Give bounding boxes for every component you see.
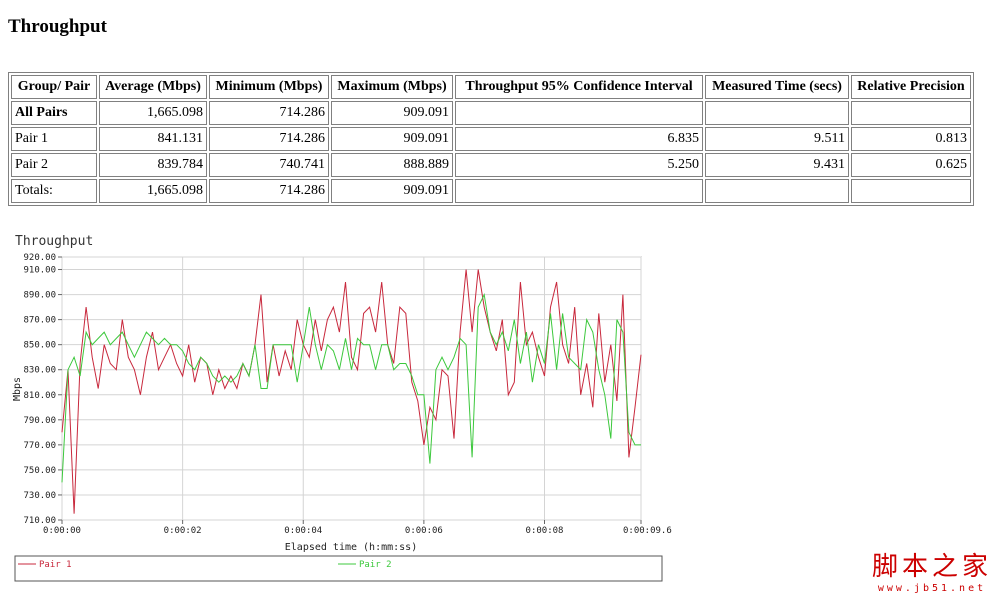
table-row: Pair 2 839.784 740.741 888.889 5.250 9.4…	[11, 153, 971, 177]
cell-measured-time	[705, 101, 849, 125]
legend-label-pair-1: Pair 1	[39, 560, 72, 570]
y-axis-label: Mbps	[12, 377, 23, 401]
cell-confidence	[455, 179, 703, 203]
page-title: Throughput	[8, 16, 107, 37]
series-lines	[61, 269, 642, 514]
cell-group: Pair 2	[11, 153, 97, 177]
cell-confidence: 6.835	[455, 127, 703, 151]
x-tick-label: 0:00:00	[43, 526, 81, 536]
cell-relative-precision: 0.625	[851, 153, 971, 177]
throughput-chart-svg: Throughput 710.00 730.00 750.00 770.00 790.0…	[12, 234, 672, 582]
col-header-average: Average (Mbps)	[99, 75, 207, 99]
y-tick-label: 770.00	[23, 441, 56, 451]
x-tick-label: 0:00:06	[405, 526, 443, 536]
col-header-minimum: Minimum (Mbps)	[209, 75, 329, 99]
col-header-confidence: Throughput 95% Confidence Interval	[455, 75, 703, 99]
y-tick-label: 750.00	[23, 466, 56, 476]
table-row: Pair 1 841.131 714.286 909.091 6.835 9.5…	[11, 127, 971, 151]
y-tick-label: 810.00	[23, 391, 56, 401]
cell-measured-time: 9.431	[705, 153, 849, 177]
cell-maximum: 888.889	[331, 153, 453, 177]
series-line-pair-2	[61, 292, 641, 483]
x-tick-label: 0:00:04	[284, 526, 322, 536]
cell-minimum: 714.286	[209, 179, 329, 203]
grid-lines	[61, 256, 642, 521]
x-tick-label: 0:00:09.6	[623, 526, 672, 536]
x-axis-ticks: 0:00:00 0:00:02 0:00:04 0:00:06 0:00:08 0:00:…	[43, 520, 672, 536]
y-tick-label: 830.00	[23, 366, 56, 376]
chart-title: Throughput	[15, 234, 93, 249]
cell-group: Totals:	[11, 179, 97, 203]
y-tick-label: 910.00	[23, 266, 56, 276]
cell-relative-precision: 0.813	[851, 127, 971, 151]
cell-confidence: 5.250	[455, 153, 703, 177]
x-tick-label: 0:00:02	[164, 526, 202, 536]
table-row: Totals: 1,665.098 714.286 909.091	[11, 179, 971, 203]
cell-minimum: 740.741	[209, 153, 329, 177]
y-tick-label: 850.00	[23, 341, 56, 351]
x-tick-label: 0:00:08	[526, 526, 564, 536]
legend-label-pair-2: Pair 2	[359, 560, 392, 570]
col-header-measured-time: Measured Time (secs)	[705, 75, 849, 99]
y-axis-ticks: 710.00 730.00 750.00 770.00 790.00 810.00 830.…	[23, 253, 62, 526]
cell-relative-precision	[851, 101, 971, 125]
cell-relative-precision	[851, 179, 971, 203]
cell-average: 841.131	[99, 127, 207, 151]
x-axis-label: Elapsed time (h:mm:ss)	[285, 542, 417, 553]
cell-confidence	[455, 101, 703, 125]
y-tick-label: 920.00	[23, 253, 56, 263]
y-tick-label: 790.00	[23, 416, 56, 426]
cell-group: All Pairs	[11, 101, 97, 125]
cell-measured-time	[705, 179, 849, 203]
table-header-row: Group/ Pair Average (Mbps) Minimum (Mbps…	[11, 75, 971, 99]
watermark-url: www.jb51.net	[877, 583, 987, 594]
y-tick-label: 710.00	[23, 516, 56, 526]
cell-average: 1,665.098	[99, 179, 207, 203]
col-header-group: Group/ Pair	[11, 75, 97, 99]
cell-maximum: 909.091	[331, 179, 453, 203]
col-header-maximum: Maximum (Mbps)	[331, 75, 453, 99]
cell-minimum: 714.286	[209, 127, 329, 151]
throughput-chart: Throughput 710.00 730.00 750.00 770.00 790.0…	[0, 228, 680, 593]
col-header-relative-precision: Relative Precision	[851, 75, 971, 99]
cell-average: 1,665.098	[99, 101, 207, 125]
cell-maximum: 909.091	[331, 101, 453, 125]
y-tick-label: 730.00	[23, 491, 56, 501]
cell-average: 839.784	[99, 153, 207, 177]
site-watermark: 脚本之家 www.jb51.net	[872, 546, 992, 594]
results-table: Group/ Pair Average (Mbps) Minimum (Mbps…	[8, 72, 974, 206]
y-tick-label: 890.00	[23, 291, 56, 301]
cell-group: Pair 1	[11, 127, 97, 151]
watermark-text: 脚本之家	[871, 552, 992, 582]
chart-legend	[14, 555, 663, 582]
table-row: All Pairs 1,665.098 714.286 909.091	[11, 101, 971, 125]
cell-measured-time: 9.511	[705, 127, 849, 151]
cell-maximum: 909.091	[331, 127, 453, 151]
plot-area	[61, 256, 642, 521]
cell-minimum: 714.286	[209, 101, 329, 125]
series-line-pair-1	[61, 269, 642, 514]
y-tick-label: 870.00	[23, 316, 56, 326]
